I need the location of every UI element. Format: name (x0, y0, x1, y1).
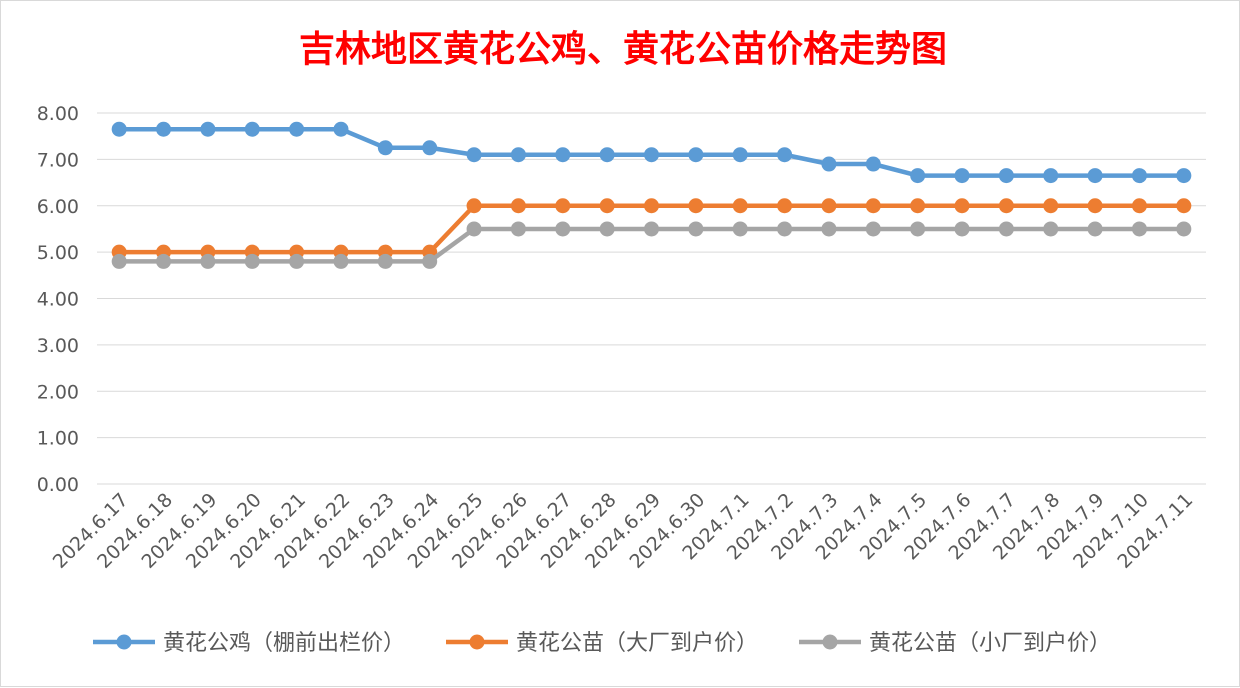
data-point (1176, 198, 1192, 214)
y-tick-label: 7.00 (37, 149, 79, 171)
data-point (865, 221, 881, 237)
legend-label: 黄花公苗（大厂到户价） (516, 631, 758, 656)
data-point (732, 221, 748, 237)
data-point (1131, 221, 1147, 237)
y-tick-label: 4.00 (37, 289, 79, 311)
data-point (289, 121, 305, 137)
data-point (111, 121, 127, 137)
data-point (910, 198, 926, 214)
y-tick-label: 3.00 (37, 335, 79, 357)
data-point (821, 156, 837, 172)
y-tick-label: 0.00 (37, 474, 79, 496)
data-point (644, 221, 659, 237)
data-point (821, 221, 837, 237)
data-point (156, 121, 172, 137)
series-layer (111, 121, 1192, 269)
y-tick-label: 1.00 (37, 428, 79, 450)
data-point (200, 253, 216, 269)
data-point (289, 253, 305, 269)
data-point (333, 253, 349, 269)
chart-title: 吉林地区黄花公鸡、黄花公苗价格走势图 (299, 28, 947, 70)
data-point (998, 168, 1014, 184)
legend-item: 黄花公苗（小厂到户价） (799, 631, 1111, 656)
data-point (510, 221, 526, 237)
data-point (244, 121, 260, 137)
y-tick-label: 6.00 (37, 196, 79, 218)
data-point (510, 198, 526, 214)
data-point (644, 198, 659, 214)
legend-item: 黄花公苗（大厂到户价） (446, 631, 758, 656)
data-point (732, 147, 748, 163)
data-point (244, 253, 260, 269)
data-point (422, 140, 438, 156)
data-point (644, 147, 659, 163)
legend: 黄花公鸡（棚前出栏价） 黄花公苗（大厂到户价） 黄花公苗（小厂到户价） (93, 631, 1111, 656)
data-point (333, 121, 349, 137)
data-point (777, 198, 793, 214)
data-point (910, 168, 926, 184)
data-point (599, 147, 615, 163)
data-point (865, 198, 881, 214)
legend-label: 黄花公鸡（棚前出栏价） (163, 631, 405, 656)
data-point (466, 147, 482, 163)
data-point (1087, 168, 1103, 184)
data-point (1131, 168, 1147, 184)
y-tick-label: 5.00 (37, 242, 79, 264)
data-point (1176, 221, 1192, 237)
data-point (555, 198, 571, 214)
data-point (555, 221, 571, 237)
legend-item: 黄花公鸡（棚前出栏价） (93, 631, 405, 656)
series-3 (111, 221, 1192, 269)
legend-marker (822, 634, 838, 650)
gridlines (97, 112, 1206, 485)
data-point (1087, 198, 1103, 214)
data-point (821, 198, 837, 214)
data-point (954, 168, 970, 184)
series-1 (111, 121, 1192, 184)
data-point (377, 140, 393, 156)
data-point (1043, 198, 1059, 214)
data-point (998, 221, 1014, 237)
data-point (954, 221, 970, 237)
data-point (510, 147, 526, 163)
data-point (1131, 198, 1147, 214)
data-point (998, 198, 1014, 214)
data-point (111, 253, 127, 269)
data-point (1176, 168, 1192, 184)
data-point (688, 147, 704, 163)
legend-marker (469, 634, 485, 650)
data-point (954, 198, 970, 214)
data-point (599, 198, 615, 214)
legend-marker (116, 634, 132, 650)
data-point (777, 147, 793, 163)
data-point (910, 221, 926, 237)
data-point (377, 253, 393, 269)
data-point (422, 253, 438, 269)
y-tick-label: 2.00 (37, 381, 79, 403)
data-point (200, 121, 216, 137)
data-point (156, 253, 172, 269)
data-point (732, 198, 748, 214)
y-tick-label: 8.00 (37, 103, 79, 125)
y-axis: 0.00 1.00 2.00 3.00 4.00 5.00 6.00 7.00 8.00 (37, 103, 79, 496)
data-point (466, 198, 482, 214)
data-point (1087, 221, 1103, 237)
legend-label: 黄花公苗（小厂到户价） (869, 631, 1111, 656)
x-axis: 2024.6.172024.6.182024.6.192024.6.202024… (49, 489, 1198, 573)
data-point (688, 221, 704, 237)
series-2 (111, 198, 1192, 260)
data-point (865, 156, 881, 172)
data-point (1043, 221, 1059, 237)
data-point (688, 198, 704, 214)
data-point (466, 221, 482, 237)
data-point (555, 147, 571, 163)
data-point (1043, 168, 1059, 184)
data-point (777, 221, 793, 237)
data-point (599, 221, 615, 237)
